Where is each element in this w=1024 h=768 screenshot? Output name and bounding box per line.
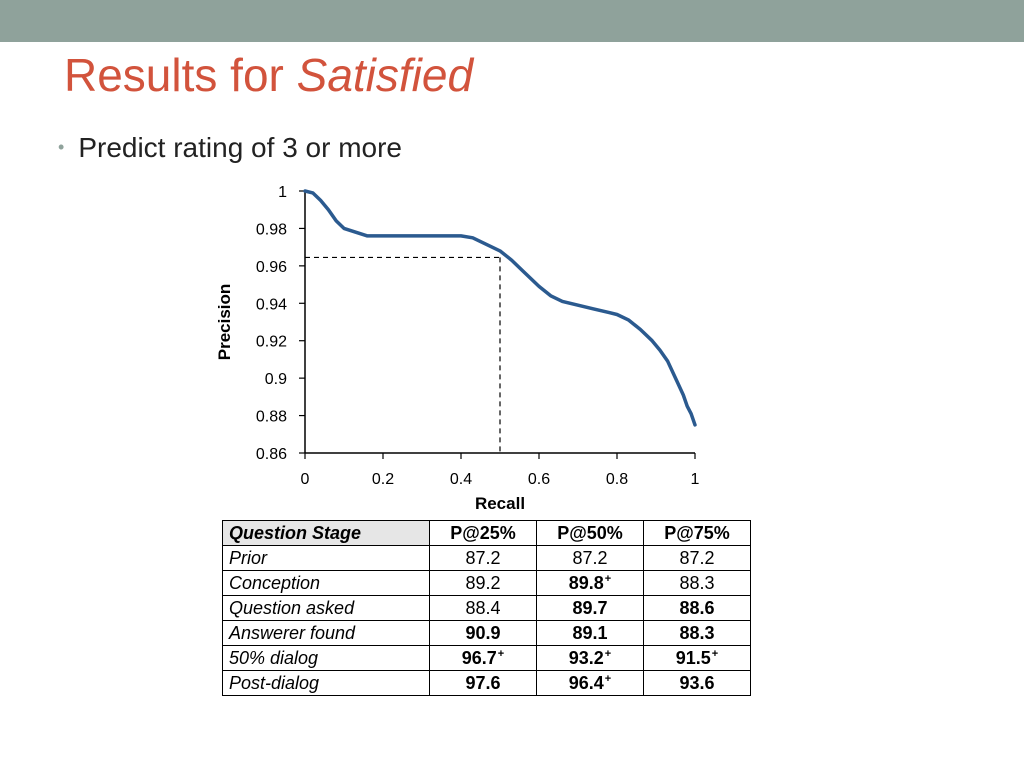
value-text: 87.2	[679, 547, 715, 568]
y-tick-label: 0.92	[256, 334, 287, 351]
value-text: 93.6	[679, 672, 715, 693]
value-text: 87.2	[465, 547, 501, 568]
stage-cell: Prior	[222, 545, 430, 571]
column-header: Question Stage	[222, 520, 430, 546]
value-text: 88.6	[679, 597, 715, 618]
stage-cell: 50% dialog	[222, 645, 430, 671]
value-cell: 87.2	[643, 545, 751, 571]
value-text: 89.1	[572, 622, 608, 643]
y-tick-label: 0.94	[256, 296, 287, 313]
value-text: 89.7	[572, 597, 608, 618]
value-cell: 88.3	[643, 620, 751, 646]
stage-cell: Answerer found	[222, 620, 430, 646]
value-cell: 93.6	[643, 670, 751, 696]
y-tick-label: 0.98	[256, 221, 287, 238]
value-text: 90.9	[465, 622, 501, 643]
table-row: 50% dialog 96.7+ 93.2+ 91.5+	[222, 645, 751, 671]
stage-cell: Question asked	[222, 595, 430, 621]
y-tick-labels: 0.86 0.88 0.9 0.92 0.94 0.96 0.98 1	[256, 184, 305, 463]
x-tick-label: 0.4	[450, 471, 472, 488]
y-tick-label: 0.9	[265, 371, 287, 388]
bullet-text: Predict rating of 3 or more	[78, 132, 403, 163]
value-cell: 88.6	[643, 595, 751, 621]
y-axis-label: Precision	[215, 284, 234, 361]
x-tick-labels: 0 0.2 0.4 0.6 0.8 1	[301, 453, 700, 488]
value-text: 87.2	[572, 547, 608, 568]
y-tick-label: 0.96	[256, 259, 287, 276]
stage-cell: Post-dialog	[222, 670, 430, 696]
value-cell: 88.3	[643, 570, 751, 596]
value-cell: 87.2	[429, 545, 537, 571]
value-cell: 93.2+	[536, 645, 644, 671]
significance-marker: +	[604, 647, 612, 660]
value-cell: 96.7+	[429, 645, 537, 671]
y-tick-label: 1	[278, 184, 287, 201]
value-cell: 88.4	[429, 595, 537, 621]
value-text: 97.6	[465, 672, 501, 693]
x-axis-label: Recall	[475, 494, 525, 513]
value-text: 89.2	[465, 572, 501, 593]
column-header: P@50%	[536, 520, 644, 546]
table-row: Post-dialog 97.6 96.4+ 93.6	[222, 670, 751, 696]
value-text: 88.3	[679, 622, 715, 643]
value-text: 93.2	[568, 647, 604, 668]
top-accent-bar	[0, 0, 1024, 42]
value-cell: 89.1	[536, 620, 644, 646]
slide-title: Results for Satisfied	[64, 44, 473, 106]
value-cell: 96.4+	[536, 670, 644, 696]
value-text: 88.3	[679, 572, 715, 593]
x-tick-label: 0.2	[372, 471, 394, 488]
value-cell: 91.5+	[643, 645, 751, 671]
value-cell: 89.2	[429, 570, 537, 596]
reference-guides	[305, 256, 501, 453]
column-header: P@25%	[429, 520, 537, 546]
x-tick-label: 0.6	[528, 471, 550, 488]
column-header: P@75%	[643, 520, 751, 546]
table-row: Prior 87.2 87.2 87.2	[222, 545, 751, 571]
title-emphasis: Satisfied	[296, 49, 474, 101]
y-tick-label: 0.86	[256, 446, 287, 463]
value-text: 88.4	[465, 597, 501, 618]
value-cell: 89.7	[536, 595, 644, 621]
table-row: Question asked 88.4 89.7 88.6	[222, 595, 751, 621]
table-row: Answerer found 90.9 89.1 88.3	[222, 620, 751, 646]
bullet-icon: •	[58, 137, 65, 157]
table-header-row: Question Stage P@25% P@50% P@75%	[222, 520, 751, 546]
value-cell: 87.2	[536, 545, 644, 571]
bullet-item: • Predict rating of 3 or more	[58, 128, 402, 167]
precision-recall-chart: 0.860.880.90.920.940.960.981 0 0.2 0.4 0.6 0…	[215, 184, 700, 513]
x-tick-label: 1	[691, 471, 700, 488]
value-text: 96.4	[568, 672, 604, 693]
significance-marker: +	[604, 672, 612, 685]
value-text: 91.5	[675, 647, 711, 668]
stage-cell: Conception	[222, 570, 430, 596]
table-body: Prior 87.2 87.2 87.2 Conception 89.2 89.8+ 88.3…	[222, 545, 751, 696]
value-text: 96.7	[461, 647, 497, 668]
title-text: Results for	[64, 49, 297, 101]
precision-recall-curve	[303, 189, 697, 427]
x-tick-label: 0.8	[606, 471, 628, 488]
value-cell: 97.6	[429, 670, 537, 696]
significance-marker: +	[711, 647, 719, 660]
significance-marker: +	[497, 647, 505, 660]
value-text: 89.8	[568, 572, 604, 593]
value-cell: 90.9	[429, 620, 537, 646]
significance-marker: +	[604, 572, 612, 585]
y-tick-label: 0.88	[256, 409, 287, 426]
x-tick-label: 0	[301, 471, 310, 488]
value-cell: 89.8+	[536, 570, 644, 596]
results-table: Question Stage P@25% P@50% P@75% Prior 87…	[222, 520, 751, 696]
table-row: Conception 89.2 89.8+ 88.3	[222, 570, 751, 596]
